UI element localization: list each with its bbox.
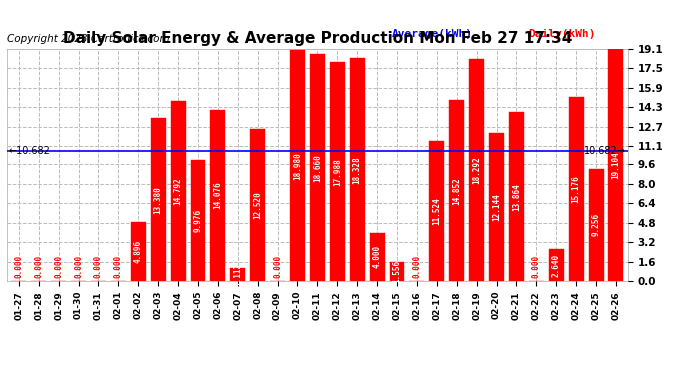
Bar: [190, 160, 206, 281]
Text: 9.256: 9.256: [591, 213, 600, 237]
Text: 12.144: 12.144: [492, 194, 501, 221]
Text: 1.112: 1.112: [233, 263, 242, 286]
Bar: [290, 50, 305, 281]
Text: 0.000: 0.000: [413, 255, 422, 278]
Text: ←10.682: ←10.682: [9, 146, 51, 156]
Bar: [489, 134, 504, 281]
Text: 17.988: 17.988: [333, 158, 342, 186]
Text: Average(kWh): Average(kWh): [392, 30, 473, 39]
Bar: [250, 129, 265, 281]
Text: 11.524: 11.524: [433, 197, 442, 225]
Text: 4.000: 4.000: [373, 245, 382, 268]
Bar: [370, 232, 384, 281]
Text: 0.000: 0.000: [34, 255, 43, 278]
Bar: [310, 54, 325, 281]
Bar: [569, 96, 584, 281]
Text: 4.896: 4.896: [134, 240, 143, 263]
Bar: [449, 100, 464, 281]
Text: 10.682→: 10.682→: [584, 146, 626, 156]
Bar: [330, 62, 345, 281]
Text: Copyright 2023 Cartronics.com: Copyright 2023 Cartronics.com: [7, 34, 170, 44]
Text: 13.864: 13.864: [512, 183, 521, 211]
Text: 0.000: 0.000: [54, 255, 63, 278]
Text: 13.380: 13.380: [154, 186, 163, 214]
Bar: [230, 268, 245, 281]
Text: 18.292: 18.292: [472, 156, 481, 184]
Bar: [429, 141, 444, 281]
Bar: [131, 222, 146, 281]
Bar: [390, 262, 404, 281]
Text: 14.852: 14.852: [452, 177, 461, 205]
Bar: [609, 49, 624, 281]
Text: 18.328: 18.328: [353, 156, 362, 184]
Text: 14.792: 14.792: [174, 177, 183, 205]
Text: 0.000: 0.000: [114, 255, 123, 278]
Text: 12.520: 12.520: [253, 191, 262, 219]
Bar: [469, 58, 484, 281]
Text: 9.976: 9.976: [193, 209, 202, 232]
Bar: [589, 169, 604, 281]
Text: 2.640: 2.640: [552, 254, 561, 277]
Text: 0.000: 0.000: [273, 255, 282, 278]
Text: 19.104: 19.104: [611, 151, 620, 179]
Text: 0.000: 0.000: [14, 255, 23, 278]
Text: 0.000: 0.000: [94, 255, 103, 278]
Text: 18.660: 18.660: [313, 154, 322, 182]
Bar: [350, 58, 365, 281]
Text: Daily(kWh): Daily(kWh): [529, 29, 596, 39]
Text: 1.556: 1.556: [393, 260, 402, 284]
Bar: [150, 118, 166, 281]
Bar: [549, 249, 564, 281]
Text: 0.000: 0.000: [74, 255, 83, 278]
Text: 18.980: 18.980: [293, 152, 302, 180]
Text: 14.076: 14.076: [213, 182, 222, 210]
Bar: [170, 101, 186, 281]
Bar: [210, 110, 226, 281]
Text: 15.176: 15.176: [571, 175, 581, 203]
Bar: [509, 112, 524, 281]
Title: Daily Solar Energy & Average Production Mon Feb 27 17:34: Daily Solar Energy & Average Production …: [63, 31, 572, 46]
Text: 0.000: 0.000: [532, 255, 541, 278]
